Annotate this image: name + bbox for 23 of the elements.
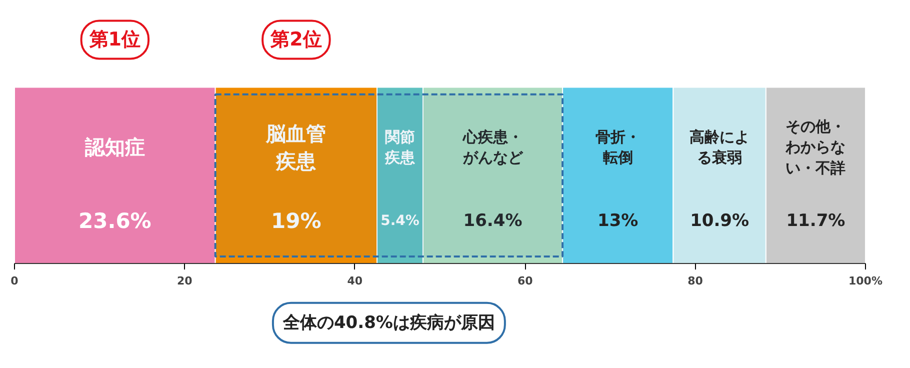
series-label: 認知症 (84, 135, 145, 160)
series-label: 関節疾患 (384, 128, 416, 167)
data-label: 10.9% (690, 211, 750, 232)
text: 第1位 (88, 28, 141, 51)
data-label: 23.6% (78, 209, 152, 234)
text: 第2位 (270, 28, 322, 51)
data-label: 11.7% (786, 211, 846, 232)
series-label: その他・わからない・不詳 (784, 118, 846, 177)
series-label: 心疾患・がんなど (462, 128, 524, 167)
x-tick-label: 0 (10, 274, 19, 288)
data-label: 13% (598, 211, 638, 232)
series-label: 脳血管疾患 (265, 121, 326, 174)
series-label: 骨折・転倒 (595, 128, 640, 167)
text: 全体の40.8%は疾病が原因 (282, 312, 495, 333)
x-tick-label: 100% (848, 274, 882, 288)
x-tick-label: 60 (517, 274, 534, 288)
data-label: 16.4% (463, 211, 522, 232)
series-label: 高齢による衰弱 (690, 128, 750, 167)
x-tick-label: 80 (688, 274, 704, 288)
data-label: 5.4% (380, 213, 420, 230)
data-label: 19% (271, 209, 322, 234)
x-tick-label: 40 (347, 274, 363, 288)
x-tick-label: 20 (177, 274, 193, 288)
